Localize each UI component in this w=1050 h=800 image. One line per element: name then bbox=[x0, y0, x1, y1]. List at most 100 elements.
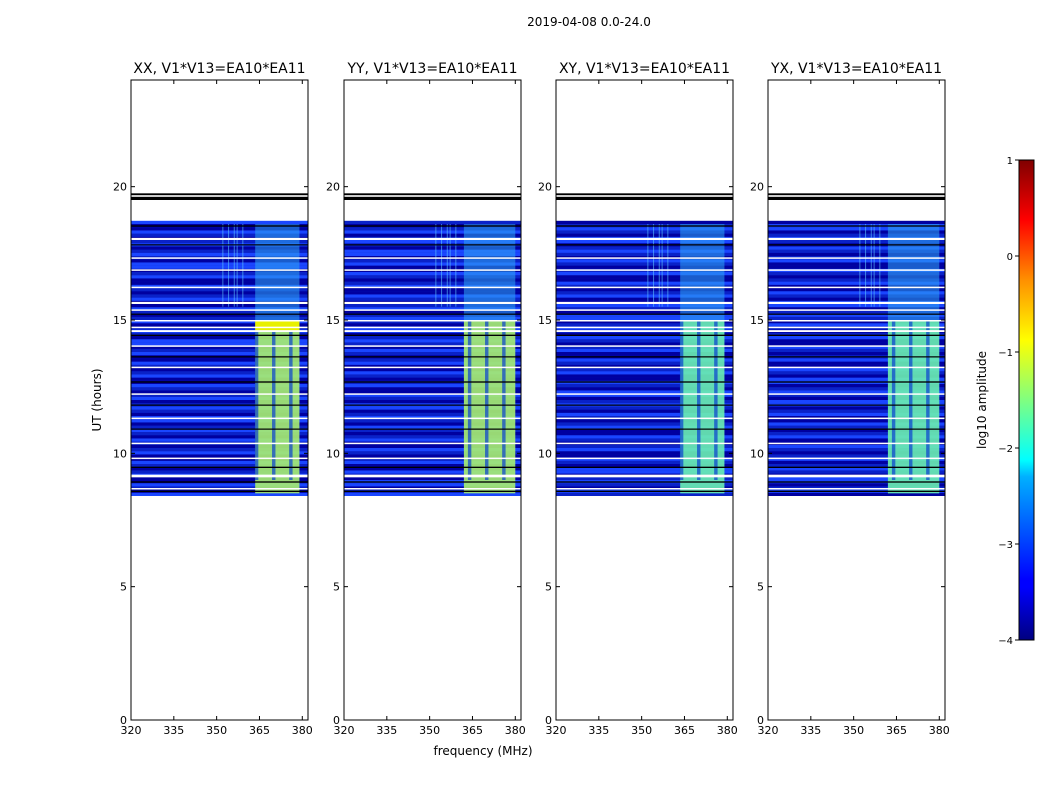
flagged-row bbox=[131, 286, 308, 289]
flagged-row bbox=[768, 201, 945, 206]
black-row bbox=[131, 313, 308, 315]
flagged-row bbox=[768, 488, 945, 490]
heatmap-row bbox=[556, 278, 733, 282]
flagged-row bbox=[344, 326, 521, 329]
rfi-channel bbox=[228, 224, 230, 307]
heatmap-row bbox=[556, 310, 733, 314]
flagged-row bbox=[131, 257, 308, 259]
heatmap-row bbox=[344, 284, 521, 288]
black-row bbox=[768, 428, 945, 430]
heatmap-row bbox=[344, 454, 521, 458]
y-tick-label: 20 bbox=[326, 181, 340, 194]
axes-frame bbox=[130, 79, 309, 721]
heatmap-row bbox=[131, 387, 308, 391]
heatmap-row bbox=[131, 406, 308, 410]
black-row bbox=[556, 381, 733, 383]
heatmap-row bbox=[131, 451, 308, 455]
flagged-row bbox=[344, 257, 521, 259]
heatmap-row bbox=[131, 454, 308, 458]
heatmap-row bbox=[556, 284, 733, 288]
heatmap-row bbox=[556, 220, 733, 224]
heatmap-row bbox=[131, 409, 308, 413]
heatmap-row bbox=[768, 470, 945, 474]
heatmap-row bbox=[556, 323, 733, 327]
black-row bbox=[344, 404, 521, 406]
flagged-row bbox=[131, 417, 308, 420]
bright-band bbox=[887, 320, 940, 494]
rfi-channel bbox=[449, 224, 451, 307]
y-tick-label: 5 bbox=[757, 581, 764, 594]
black-row bbox=[131, 193, 308, 196]
heatmap-row bbox=[556, 393, 733, 397]
heatmap-row bbox=[344, 281, 521, 285]
heatmap-row bbox=[768, 316, 945, 320]
heatmap-row bbox=[556, 396, 733, 400]
heatmap-row bbox=[768, 374, 945, 378]
heatmap-row bbox=[556, 432, 733, 436]
heatmap-row bbox=[768, 438, 945, 442]
heatmap-row bbox=[131, 393, 308, 397]
heatmap-xx bbox=[131, 193, 308, 496]
black-row bbox=[344, 193, 521, 196]
heatmap-row bbox=[556, 262, 733, 266]
heatmap-row bbox=[131, 265, 308, 269]
flagged-row bbox=[768, 286, 945, 289]
black-row bbox=[556, 225, 733, 227]
black-row bbox=[344, 381, 521, 383]
black-row bbox=[556, 490, 733, 492]
flagged-row bbox=[344, 345, 521, 347]
figure-suptitle: 2019-04-08 0.0-24.0 bbox=[527, 15, 651, 29]
heatmap-row bbox=[556, 297, 733, 301]
heatmap-row bbox=[131, 323, 308, 327]
heatmap-row bbox=[344, 265, 521, 269]
heatmap-row bbox=[556, 371, 733, 375]
heatmap-row bbox=[131, 310, 308, 314]
y-tick-label: 5 bbox=[545, 581, 552, 594]
panel-title: YY, V1*V13=EA10*EA11 bbox=[346, 61, 517, 77]
x-axis-label: frequency (MHz) bbox=[433, 744, 532, 758]
heatmap-row bbox=[131, 377, 308, 381]
heatmap-row bbox=[131, 400, 308, 404]
heatmap-row bbox=[344, 272, 521, 276]
heatmap-row bbox=[768, 240, 945, 244]
x-tick-label: 380 bbox=[292, 724, 313, 737]
x-tick-label: 350 bbox=[206, 724, 227, 737]
heatmap-row bbox=[556, 444, 733, 448]
flagged-row bbox=[131, 237, 308, 240]
heatmap-row bbox=[344, 262, 521, 266]
heatmap-row bbox=[768, 352, 945, 356]
black-row bbox=[344, 481, 521, 483]
flagged-row bbox=[768, 366, 945, 369]
y-tick-label: 20 bbox=[750, 181, 764, 194]
heatmap-row bbox=[344, 297, 521, 301]
heatmap-row bbox=[131, 345, 308, 349]
black-row bbox=[344, 334, 521, 336]
heatmap-row bbox=[556, 275, 733, 279]
heatmap-row bbox=[556, 307, 733, 311]
heatmap-row bbox=[768, 425, 945, 429]
heatmap-row bbox=[768, 348, 945, 352]
heatmap-row bbox=[768, 304, 945, 308]
heatmap-row bbox=[131, 320, 308, 324]
flagged-row bbox=[768, 269, 945, 271]
black-row bbox=[344, 428, 521, 430]
heatmap-row bbox=[131, 457, 308, 461]
black-row bbox=[768, 225, 945, 227]
heatmap-row bbox=[556, 316, 733, 320]
heatmap-row bbox=[131, 371, 308, 375]
flagged-row bbox=[556, 442, 733, 445]
colorbar-tick-label: −4 bbox=[998, 636, 1013, 647]
heatmap-row bbox=[344, 230, 521, 234]
flagged-row bbox=[344, 201, 521, 206]
heatmap-row bbox=[131, 358, 308, 362]
x-tick-label: 320 bbox=[758, 724, 779, 737]
black-row bbox=[131, 466, 308, 468]
rfi-channel bbox=[658, 224, 660, 307]
heatmap-row bbox=[344, 259, 521, 263]
heatmap-row bbox=[556, 425, 733, 429]
black-row bbox=[131, 225, 308, 227]
heatmap-row bbox=[556, 332, 733, 336]
heatmap-row bbox=[556, 272, 733, 276]
black-row bbox=[131, 428, 308, 430]
heatmap-row bbox=[556, 483, 733, 487]
